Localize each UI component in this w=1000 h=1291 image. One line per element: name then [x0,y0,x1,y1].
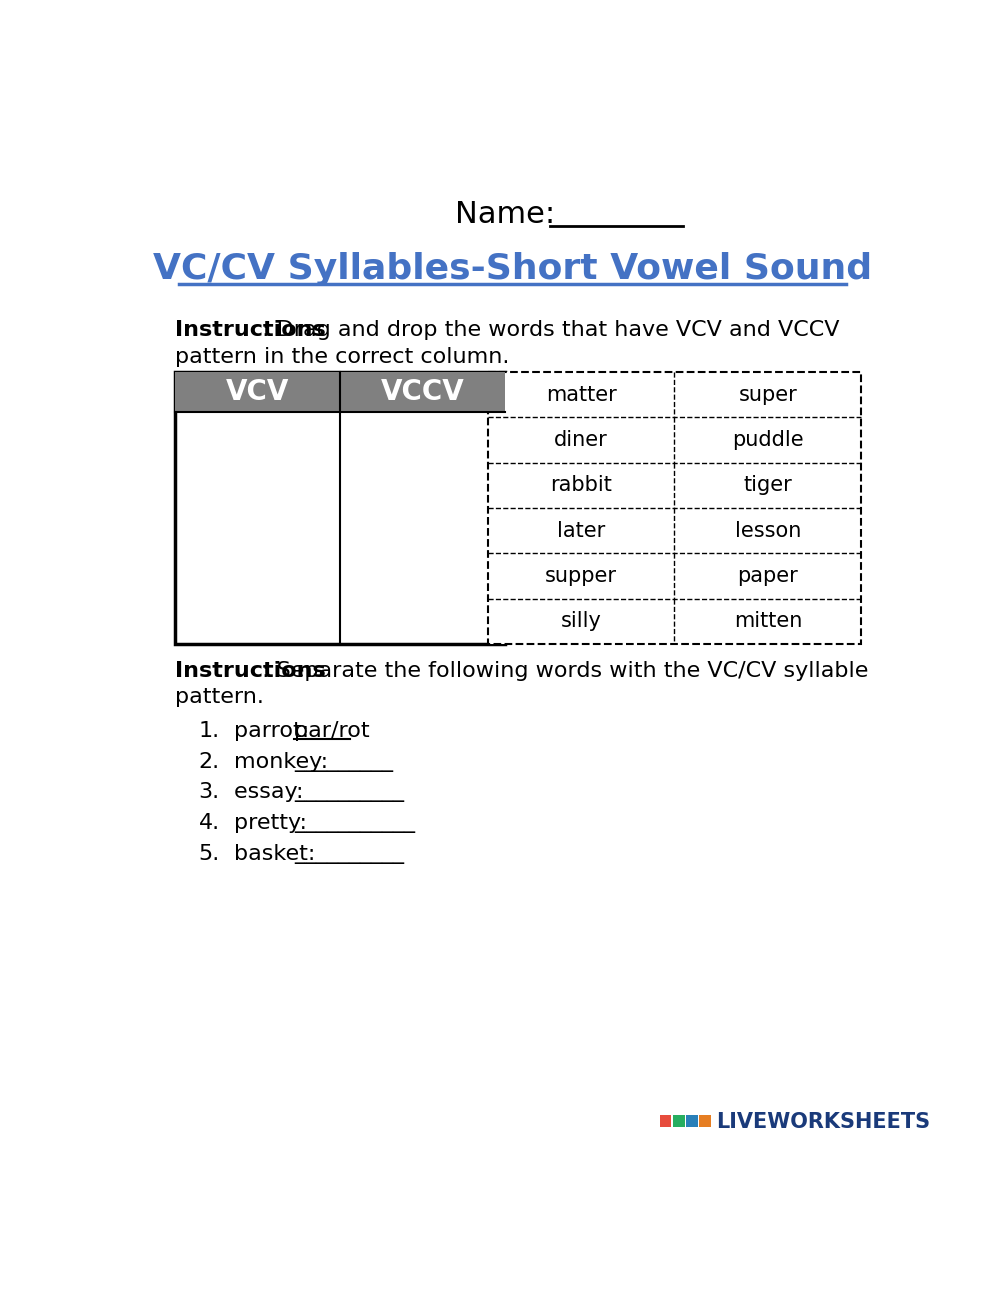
Text: matter: matter [546,385,616,404]
Bar [175,372,505,644]
Text: 3.: 3. [199,782,220,803]
Text: mitten: mitten [734,611,802,631]
Text: __________: __________ [294,844,404,864]
Text: paper: paper [737,565,798,586]
Text: 1.: 1. [199,720,220,741]
Text: VC/CV Syllables-Short Vowel Sound: VC/CV Syllables-Short Vowel Sound [153,252,872,285]
Bar [673,1115,685,1127]
Bar [175,372,505,412]
Text: : Drag and drop the words that have VCV and VCCV: : Drag and drop the words that have VCV … [262,320,840,341]
Text: 2.: 2. [199,751,220,772]
Text: monkey:: monkey: [234,751,328,772]
Text: supper: supper [545,565,617,586]
Text: tiger: tiger [743,475,792,496]
Text: 4.: 4. [199,813,220,833]
Text: VCCV: VCCV [381,378,464,407]
Text: : Separate the following words with the VC/CV syllable: : Separate the following words with the … [262,661,869,680]
Text: pattern in the correct column.: pattern in the correct column. [175,347,510,367]
Text: pretty:: pretty: [234,813,306,833]
Text: Name:: Name: [455,200,555,230]
Bar [488,372,861,644]
Text: lesson: lesson [735,520,801,541]
Bar [686,1115,698,1127]
Text: par/rot: par/rot [294,720,370,741]
Text: rabbit: rabbit [550,475,612,496]
Text: Instructions: Instructions [175,661,326,680]
Text: __________: __________ [294,782,404,803]
Text: VCV: VCV [226,378,289,407]
Text: later: later [557,520,605,541]
Text: pattern.: pattern. [175,687,264,707]
Bar [699,1115,711,1127]
Text: essay:: essay: [234,782,310,803]
Text: _________: _________ [294,751,393,772]
Text: 5.: 5. [199,844,220,864]
Text: ___________: ___________ [294,813,415,833]
Text: diner: diner [554,430,608,451]
Text: parrot:: parrot: [234,720,316,741]
Text: Instructions: Instructions [175,320,326,341]
Text: basket:: basket: [234,844,315,864]
Text: 📎: 📎 [494,377,505,395]
Text: super: super [738,385,797,404]
Text: silly: silly [561,611,602,631]
Text: puddle: puddle [732,430,804,451]
Text: LIVEWORKSHEETS: LIVEWORKSHEETS [716,1112,930,1132]
Bar [660,1115,671,1127]
